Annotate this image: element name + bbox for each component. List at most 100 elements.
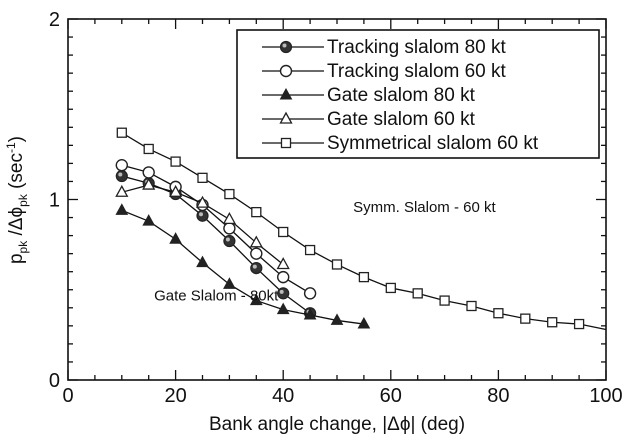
marker-shape (277, 287, 290, 300)
y-label-unit-superscript: -1 (4, 142, 18, 153)
legend-label-tracking-80: Tracking slalom 80 kt (327, 37, 507, 58)
marker-shape (142, 166, 155, 179)
x-axis-label: Bank angle change, |Δϕ| (deg) (209, 414, 465, 435)
data-point (224, 188, 235, 200)
data-point (250, 247, 263, 260)
marker-shape (223, 222, 236, 235)
data-point (115, 203, 129, 215)
x-tick-label: 0 (62, 385, 73, 407)
data-point (439, 295, 450, 306)
marker-highlight (282, 43, 287, 48)
data-point (357, 317, 371, 329)
legend-swatch-symmetrical-slalom-60-kt (262, 137, 324, 149)
marker-shape (412, 288, 423, 299)
data-point (170, 156, 181, 167)
marker-shape (303, 307, 317, 320)
data-point (276, 257, 290, 270)
annotation-symm-slalom: Symm. Slalom - 60 kt (353, 199, 496, 216)
y-axis-label: ppk /Δϕpk (sec-1) (4, 136, 30, 264)
data-point (115, 169, 128, 183)
data-point (223, 234, 236, 248)
data-point (223, 277, 236, 289)
data-point (493, 308, 504, 319)
x-tick-label: 80 (487, 385, 509, 407)
marker-shape (279, 40, 293, 54)
marker-shape (304, 244, 316, 256)
legend-marker (280, 137, 292, 149)
marker-shape (196, 209, 209, 222)
x-tick-label: 60 (380, 385, 402, 407)
legend-box (236, 29, 600, 159)
data-point (547, 317, 558, 328)
legend-label-symmetrical-60: Symmetrical slalom 60 kt (327, 133, 539, 154)
legend-label-gate-80: Gate slalom 80 kt (327, 85, 476, 106)
data-point (358, 271, 370, 283)
marker-shape (116, 127, 127, 138)
data-point (250, 261, 263, 275)
marker-shape (169, 184, 183, 197)
legend-marker (279, 111, 293, 124)
marker-shape (439, 295, 450, 306)
data-point (222, 212, 236, 225)
legend-label-gate-60: Gate slalom 60 kt (327, 109, 476, 130)
y-label-p: p (6, 253, 27, 264)
y-label-p-subscript: pk (16, 240, 30, 254)
marker-highlight (199, 212, 203, 217)
marker-shape (143, 143, 154, 155)
y-label-phi: /Δϕ (6, 207, 27, 241)
series-gate-slalom-60-kt (115, 177, 290, 270)
data-point (466, 300, 477, 312)
marker-shape (278, 226, 289, 238)
marker-shape (222, 212, 236, 225)
data-point (197, 172, 208, 183)
marker-shape (358, 271, 370, 283)
marker-shape (223, 234, 236, 248)
marker-shape (277, 270, 290, 284)
legend-marker (279, 40, 293, 54)
y-tick-label: 2 (49, 9, 60, 31)
data-point (278, 226, 289, 238)
marker-shape (142, 214, 156, 226)
y-tick-label: 0 (49, 370, 60, 392)
marker-shape (493, 308, 504, 319)
data-point (142, 166, 155, 179)
y-label-unit-open: (sec (6, 153, 27, 194)
legend-swatch-tracking-slalom-60-kt (262, 64, 324, 78)
data-point (223, 222, 236, 235)
marker-shape (276, 302, 290, 315)
marker-shape (280, 137, 292, 149)
data-point (303, 307, 317, 320)
legend-marker (279, 64, 293, 78)
data-point (249, 235, 263, 248)
marker-shape (169, 232, 182, 244)
marker-shape (279, 87, 293, 100)
legend-entries (262, 40, 324, 149)
data-point (196, 255, 209, 268)
x-tick-label: 40 (272, 385, 294, 407)
data-point (169, 184, 183, 197)
marker-shape (276, 257, 290, 270)
data-point (520, 313, 531, 324)
data-point (277, 287, 290, 300)
data-point (195, 195, 210, 208)
data-point (412, 288, 423, 299)
marker-shape (197, 172, 208, 183)
marker-shape (573, 318, 585, 330)
data-point (276, 302, 290, 315)
marker-shape (170, 156, 181, 167)
data-point (169, 232, 182, 244)
marker-shape (279, 111, 293, 124)
series-tracking-slalom-60-kt (115, 159, 317, 300)
marker-shape (331, 259, 343, 270)
data-point (142, 177, 156, 190)
marker-highlight (252, 264, 257, 269)
marker-shape (196, 255, 209, 268)
data-point (251, 206, 262, 218)
marker-shape (357, 317, 371, 329)
marker-shape (195, 195, 210, 208)
marker-shape (385, 282, 396, 294)
x-tick-label: 20 (164, 385, 186, 407)
marker-shape (466, 300, 477, 312)
